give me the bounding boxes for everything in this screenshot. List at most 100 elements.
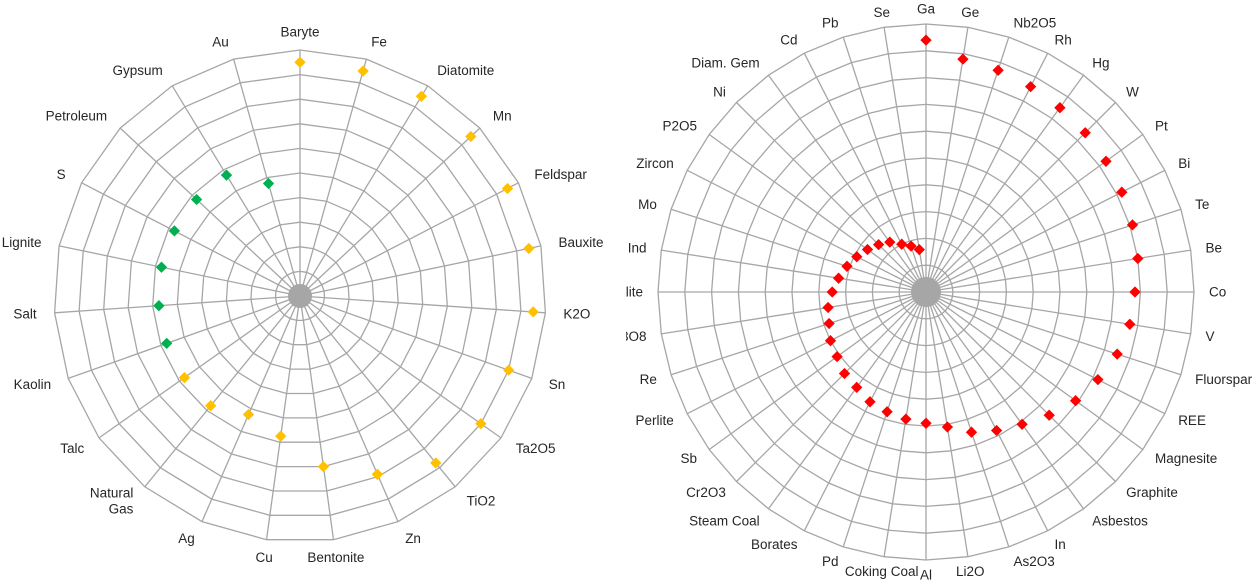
grid-spoke — [670, 208, 927, 293]
grid-spoke — [736, 102, 927, 293]
grid-spoke — [299, 85, 429, 297]
data-point-marker — [275, 430, 287, 442]
category-label: Zircon — [636, 156, 674, 171]
data-point-marker — [965, 426, 978, 438]
data-point-marker — [371, 468, 384, 480]
category-label: Ag — [178, 531, 195, 546]
category-label: Ga — [917, 2, 936, 17]
data-point-marker — [992, 64, 1004, 76]
data-point-marker — [475, 418, 487, 430]
grid-spoke — [299, 295, 546, 314]
radar-grid — [657, 23, 1195, 561]
grid-spoke — [58, 245, 301, 297]
grid-ring — [201, 196, 399, 395]
category-label: K2O — [563, 307, 590, 322]
data-point-marker — [178, 371, 191, 384]
grid-spoke — [144, 295, 301, 488]
grid-spoke — [201, 295, 301, 522]
category-label: Kaolin — [14, 377, 52, 392]
data-point-marker — [832, 272, 845, 284]
grid-spoke — [925, 291, 1144, 451]
category-label: Bi — [1178, 156, 1190, 171]
data-point-marker — [920, 417, 932, 429]
grid-spoke — [803, 291, 927, 532]
category-label: S — [57, 167, 66, 182]
data-point-marker — [357, 65, 369, 77]
radar-grid — [53, 49, 547, 541]
data-point-marker — [831, 350, 843, 363]
grid-spoke — [925, 291, 1166, 415]
grid-ring — [225, 221, 375, 370]
data-point-marker — [262, 177, 275, 190]
data-point-marker — [941, 421, 954, 433]
data-point-marker — [205, 400, 217, 412]
category-label: U3O8 — [626, 329, 647, 344]
category-label: Au — [212, 35, 229, 50]
grid-spoke — [171, 85, 301, 297]
category-label: Co — [1209, 285, 1226, 300]
category-label: REE — [1178, 413, 1206, 428]
grid-ring — [78, 73, 522, 516]
data-point-marker — [864, 396, 876, 408]
data-point-marker — [1024, 80, 1037, 93]
grid-spoke — [925, 291, 1049, 532]
radar-center — [911, 277, 941, 307]
data-point-marker — [220, 169, 233, 181]
data-point-marker — [168, 225, 181, 237]
grid-spoke — [925, 133, 1144, 293]
data-point-marker — [1069, 395, 1082, 407]
grid-spoke — [299, 295, 502, 439]
category-label: Gypsum — [113, 63, 163, 78]
category-label: Hg — [1092, 56, 1109, 71]
data-point-marker — [153, 300, 165, 312]
grid-spoke — [54, 295, 301, 314]
grid-spoke — [842, 291, 927, 548]
grid-spoke — [803, 52, 927, 293]
data-point-marker — [1054, 102, 1066, 114]
data-point-marker — [465, 130, 477, 143]
category-label: W — [1126, 85, 1139, 100]
category-label: Te — [1195, 197, 1209, 212]
data-point-marker — [1132, 252, 1144, 265]
grid-spoke — [670, 291, 927, 376]
grid-ring — [250, 246, 350, 346]
grid-ring — [152, 147, 448, 443]
grid-spoke — [925, 36, 1010, 293]
category-label: Talc — [60, 441, 84, 456]
category-label: Pb — [822, 16, 839, 31]
category-label: Cr2O3 — [686, 485, 726, 500]
data-point-marker — [838, 367, 851, 380]
data-point-marker — [527, 306, 539, 318]
grid-ring — [176, 172, 424, 419]
radar-chart-right: Ga Ge Nb2O5 Rh Hg W Pt Bi Te Be Co V Fluorspar REE Mag… — [626, 2, 1252, 581]
category-label: Fluorspar — [1195, 372, 1252, 387]
category-label: Cu — [255, 550, 272, 565]
category-label: In — [1055, 537, 1066, 552]
category-label: Coking Coal — [845, 564, 919, 579]
grid-spoke — [925, 74, 1085, 293]
category-label: Steam Coal — [689, 514, 760, 529]
grid-spoke — [925, 52, 1049, 293]
data-point-marker — [872, 238, 885, 251]
data-point-marker — [826, 286, 838, 298]
grid-spoke — [767, 291, 927, 510]
data-point-marker — [317, 460, 330, 473]
category-label: Ni — [713, 85, 726, 100]
grid-spoke — [299, 245, 542, 297]
category-label: Rh — [1055, 33, 1072, 48]
data-point-marker — [1079, 127, 1091, 139]
grid-spoke — [925, 291, 1191, 335]
data-point-marker — [823, 317, 835, 330]
category-label: P2O5 — [662, 118, 697, 133]
grid-spoke — [736, 291, 927, 482]
data-point-marker — [841, 260, 853, 272]
category-label: Diam. Gem — [691, 56, 759, 71]
category-label: Pt — [1155, 118, 1168, 133]
series-1 — [153, 169, 275, 350]
radar-center — [288, 284, 312, 308]
category-label: Pd — [822, 554, 839, 569]
category-label: Baryte — [280, 25, 319, 40]
grid-spoke — [299, 127, 481, 297]
data-point-marker — [161, 337, 173, 350]
